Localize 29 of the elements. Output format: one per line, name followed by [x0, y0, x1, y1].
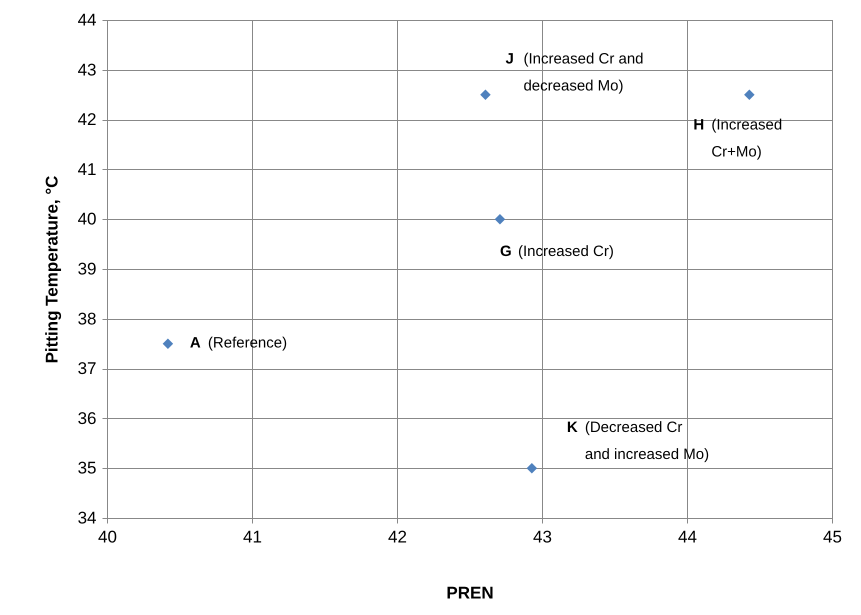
x-tick-label: 40: [98, 528, 117, 546]
y-tick-label: 34: [78, 508, 96, 528]
annotation: G (Increased Cr): [500, 243, 614, 260]
y-tick-label: 38: [78, 309, 96, 328]
x-tick-label: 43: [533, 528, 552, 546]
annotation: J (Increased Cr and decreased Mo): [505, 50, 644, 95]
point: [744, 89, 755, 100]
x-tick-label: 44: [678, 528, 697, 546]
x-tick-label: 41: [243, 528, 262, 546]
point: [526, 462, 538, 474]
y-tick-label: 42: [78, 110, 96, 130]
point: [162, 338, 174, 349]
y-tick-label: 41: [78, 160, 96, 179]
point: [494, 214, 506, 224]
annotation: A (Reference): [190, 334, 288, 352]
y-tick-label: 40: [78, 210, 96, 229]
y-axis-title: Pitting Temperature, °C: [42, 176, 62, 364]
annotation: H (Increased Cr+Mo): [693, 116, 782, 161]
y-tick-label: 44: [78, 10, 96, 30]
annotation: K (Decreased Cr and increased Mo): [566, 419, 710, 464]
x-tick-label: 42: [388, 528, 407, 546]
y-tick-label: 35: [78, 458, 96, 478]
y-tick-label: 39: [78, 260, 96, 278]
point: [480, 89, 491, 100]
x-tick-label: 45: [823, 528, 842, 546]
y-tick-label: 43: [78, 60, 96, 80]
x-axis-title: PREN: [446, 584, 494, 602]
y-tick-label: 37: [78, 359, 96, 378]
y-tick-label: 36: [78, 408, 96, 428]
